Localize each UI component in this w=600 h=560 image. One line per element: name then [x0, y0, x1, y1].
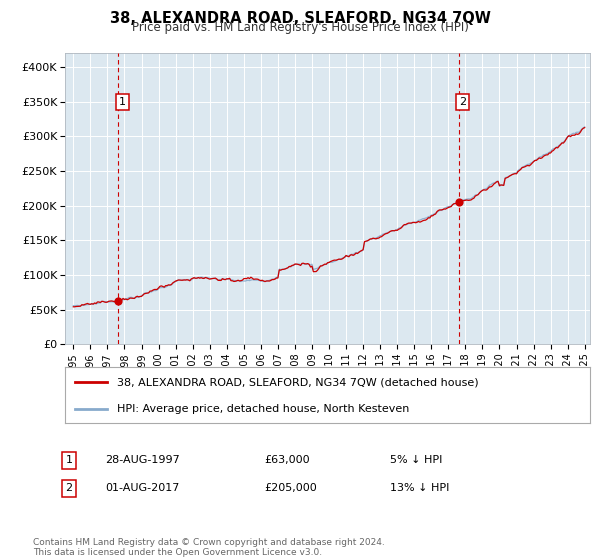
- Text: 1: 1: [65, 455, 73, 465]
- Text: 2: 2: [459, 97, 466, 107]
- Text: 38, ALEXANDRA ROAD, SLEAFORD, NG34 7QW (detached house): 38, ALEXANDRA ROAD, SLEAFORD, NG34 7QW (…: [118, 377, 479, 388]
- Text: Contains HM Land Registry data © Crown copyright and database right 2024.
This d: Contains HM Land Registry data © Crown c…: [33, 538, 385, 557]
- Text: HPI: Average price, detached house, North Kesteven: HPI: Average price, detached house, Nort…: [118, 404, 410, 414]
- Text: 1: 1: [119, 97, 126, 107]
- Text: 01-AUG-2017: 01-AUG-2017: [105, 483, 179, 493]
- Text: 2: 2: [65, 483, 73, 493]
- Text: £63,000: £63,000: [264, 455, 310, 465]
- Point: [454, 198, 463, 207]
- Text: £205,000: £205,000: [264, 483, 317, 493]
- Text: 5% ↓ HPI: 5% ↓ HPI: [390, 455, 442, 465]
- Point: [113, 296, 123, 305]
- Text: 13% ↓ HPI: 13% ↓ HPI: [390, 483, 449, 493]
- Text: Price paid vs. HM Land Registry's House Price Index (HPI): Price paid vs. HM Land Registry's House …: [131, 21, 469, 34]
- Text: 38, ALEXANDRA ROAD, SLEAFORD, NG34 7QW: 38, ALEXANDRA ROAD, SLEAFORD, NG34 7QW: [110, 11, 490, 26]
- Text: 28-AUG-1997: 28-AUG-1997: [105, 455, 180, 465]
